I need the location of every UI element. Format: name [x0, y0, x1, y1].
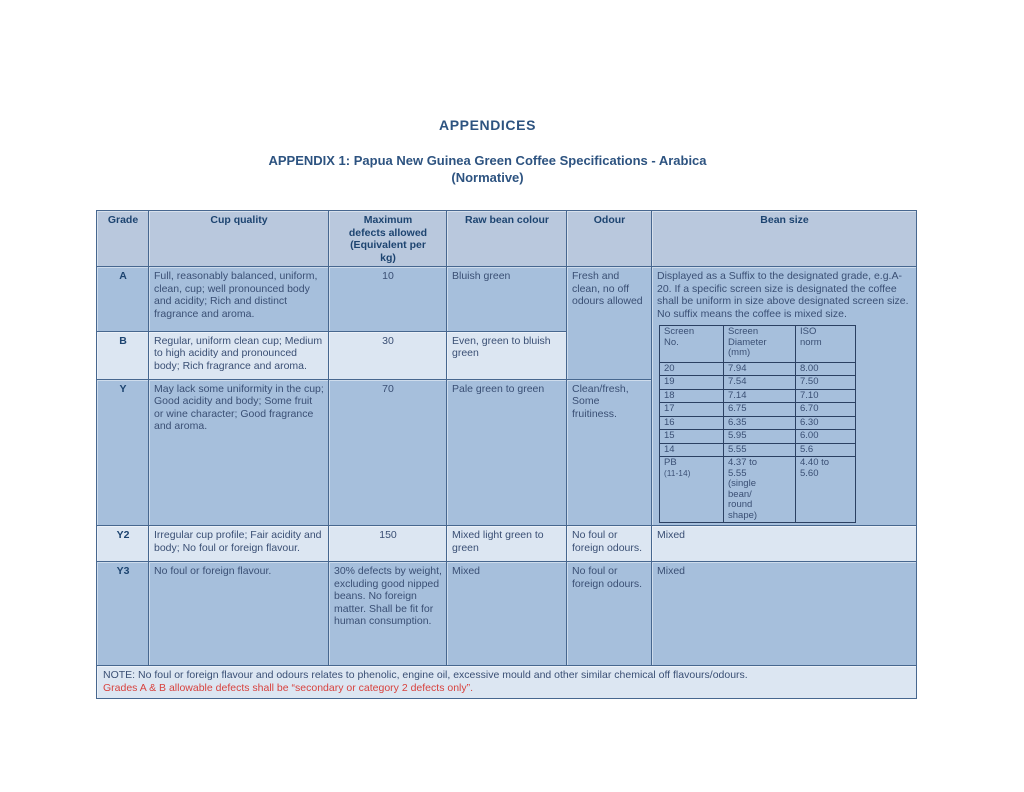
cell-cup-quality-a: Full, reasonably balanced, uniform, clea… [148, 266, 329, 332]
cell-cup-quality-y: May lack some uniformity in the cup; Goo… [148, 378, 329, 527]
screen-no-14: 14 [659, 442, 724, 457]
screen-row-15: 15 5.95 6.00 [659, 429, 856, 444]
screen-no-pb-sub: (11-14) [664, 468, 691, 478]
page-title: APPENDICES [438, 117, 537, 133]
cell-raw-bean-colour-y3: Mixed [446, 561, 567, 666]
cell-grade-y: Y [96, 378, 149, 527]
table-row-grade-y3: Y3 No foul or foreign flavour. 30% defec… [96, 561, 917, 666]
cell-max-defects-y3: 30% defects by weight, excluding good ni… [328, 561, 447, 666]
screen-iso-15: 6.00 [795, 429, 856, 444]
screen-header-diameter: Screen Diameter (mm) [723, 325, 796, 363]
screen-diameter-17: 6.75 [723, 402, 796, 417]
note-text: NOTE: No foul or foreign flavour and odo… [103, 669, 748, 681]
screen-iso-20: 8.00 [795, 361, 856, 376]
cell-odour-y2: No foul or foreign odours. [566, 525, 652, 562]
cell-max-defects-a: 10 [328, 266, 447, 332]
table-row-grade-y: Y May lack some uniformity in the cup; G… [96, 378, 917, 527]
screen-row-16: 16 6.35 6.30 [659, 415, 856, 430]
screen-no-18: 18 [659, 388, 724, 403]
cell-grade-a: A [96, 266, 149, 332]
column-header-odour: Odour [566, 210, 652, 267]
screen-row-18: 18 7.14 7.10 [659, 388, 856, 403]
screen-row-20: 20 7.94 8.00 [659, 361, 856, 376]
screen-no-15: 15 [659, 429, 724, 444]
column-header-cup-quality: Cup quality [148, 210, 329, 267]
cell-note: NOTE: No foul or foreign flavour and odo… [96, 665, 917, 699]
bean-size-note: Displayed as a Suffix to the designated … [657, 270, 909, 320]
appendix-heading: APPENDIX 1: Papua New Guinea Green Coffe… [0, 152, 975, 186]
table-row-grade-y2: Y2 Irregular cup profile; Fair acidity a… [96, 525, 917, 562]
cell-max-defects-y: 70 [328, 378, 447, 527]
screen-size-table: Screen No. Screen Diameter (mm) ISO norm… [659, 325, 856, 523]
screen-iso-16: 6.30 [795, 415, 856, 430]
screen-diameter-18: 7.14 [723, 388, 796, 403]
screen-diameter-16: 6.35 [723, 415, 796, 430]
cell-odour-y: Clean/fresh, Some fruitiness. [566, 378, 652, 527]
cell-odour-a-b: Fresh and clean, no off odours allowed [566, 266, 652, 380]
cell-raw-bean-colour-y: Pale green to green [446, 378, 567, 527]
table-row-grade-a: A Full, reasonably balanced, uniform, cl… [96, 266, 917, 526]
cell-grade-y2: Y2 [96, 525, 149, 562]
screen-no-17: 17 [659, 402, 724, 417]
coffee-spec-table: Grade Cup quality Maximum defects allowe… [96, 210, 917, 699]
screen-iso-18: 7.10 [795, 388, 856, 403]
cell-raw-bean-colour-y2: Mixed light green to green [446, 525, 567, 562]
screen-no-19: 19 [659, 375, 724, 390]
column-header-bean-size: Bean size [651, 210, 917, 267]
screen-diameter-19: 7.54 [723, 375, 796, 390]
cell-cup-quality-b: Regular, uniform clean cup; Medium to hi… [148, 330, 329, 380]
cell-grade-y3: Y3 [96, 561, 149, 666]
screen-no-16: 16 [659, 415, 724, 430]
note-text-red: Grades A & B allowable defects shall be … [103, 682, 474, 694]
cell-grade-b: B [96, 330, 149, 380]
cell-max-defects-y2: 150 [328, 525, 447, 562]
spec-table-header-row: Grade Cup quality Maximum defects allowe… [96, 210, 917, 267]
screen-diameter-14: 5.55 [723, 442, 796, 457]
column-header-max-defects: Maximum defects allowed (Equivalent per … [328, 210, 447, 267]
screen-no-pb: PB (11-14) [659, 456, 724, 523]
screen-no-pb-main: PB [664, 457, 677, 468]
cell-odour-y3: No foul or foreign odours. [566, 561, 652, 666]
cell-bean-size-y3: Mixed [651, 561, 917, 666]
screen-iso-19: 7.50 [795, 375, 856, 390]
screen-no-20: 20 [659, 361, 724, 376]
screen-row-pb: PB (11-14) 4.37 to 5.55 (single bean/ rou… [659, 456, 856, 523]
screen-iso-pb: 4.40 to 5.60 [795, 456, 856, 523]
cell-bean-size-y2: Mixed [651, 525, 917, 562]
screen-diameter-15: 5.95 [723, 429, 796, 444]
screen-row-14: 14 5.55 5.6 [659, 442, 856, 457]
column-header-raw-bean-colour: Raw bean colour [446, 210, 567, 267]
screen-diameter-pb: 4.37 to 5.55 (single bean/ round shape) [723, 456, 796, 523]
screen-row-17: 17 6.75 6.70 [659, 402, 856, 417]
cell-cup-quality-y3: No foul or foreign flavour. [148, 561, 329, 666]
screen-header-no: Screen No. [659, 325, 724, 363]
cell-bean-size-a-b-y: Displayed as a Suffix to the designated … [651, 266, 917, 526]
screen-iso-17: 6.70 [795, 402, 856, 417]
cell-cup-quality-y2: Irregular cup profile; Fair acidity and … [148, 525, 329, 562]
appendix-heading-line1: APPENDIX 1: Papua New Guinea Green Coffe… [268, 153, 707, 168]
appendix-heading-line2: (Normative) [451, 170, 524, 185]
cell-raw-bean-colour-b: Even, green to bluish green [446, 330, 567, 380]
screen-iso-14: 5.6 [795, 442, 856, 457]
column-header-grade: Grade [96, 210, 149, 267]
screen-diameter-20: 7.94 [723, 361, 796, 376]
screen-table-header-row: Screen No. Screen Diameter (mm) ISO norm [659, 325, 856, 363]
screen-row-19: 19 7.54 7.50 [659, 375, 856, 390]
table-row-grade-b: B Regular, uniform clean cup; Medium to … [96, 330, 917, 380]
table-row-note: NOTE: No foul or foreign flavour and odo… [96, 665, 917, 699]
cell-max-defects-b: 30 [328, 330, 447, 380]
screen-header-iso: ISO norm [795, 325, 856, 363]
cell-raw-bean-colour-a: Bluish green [446, 266, 567, 332]
